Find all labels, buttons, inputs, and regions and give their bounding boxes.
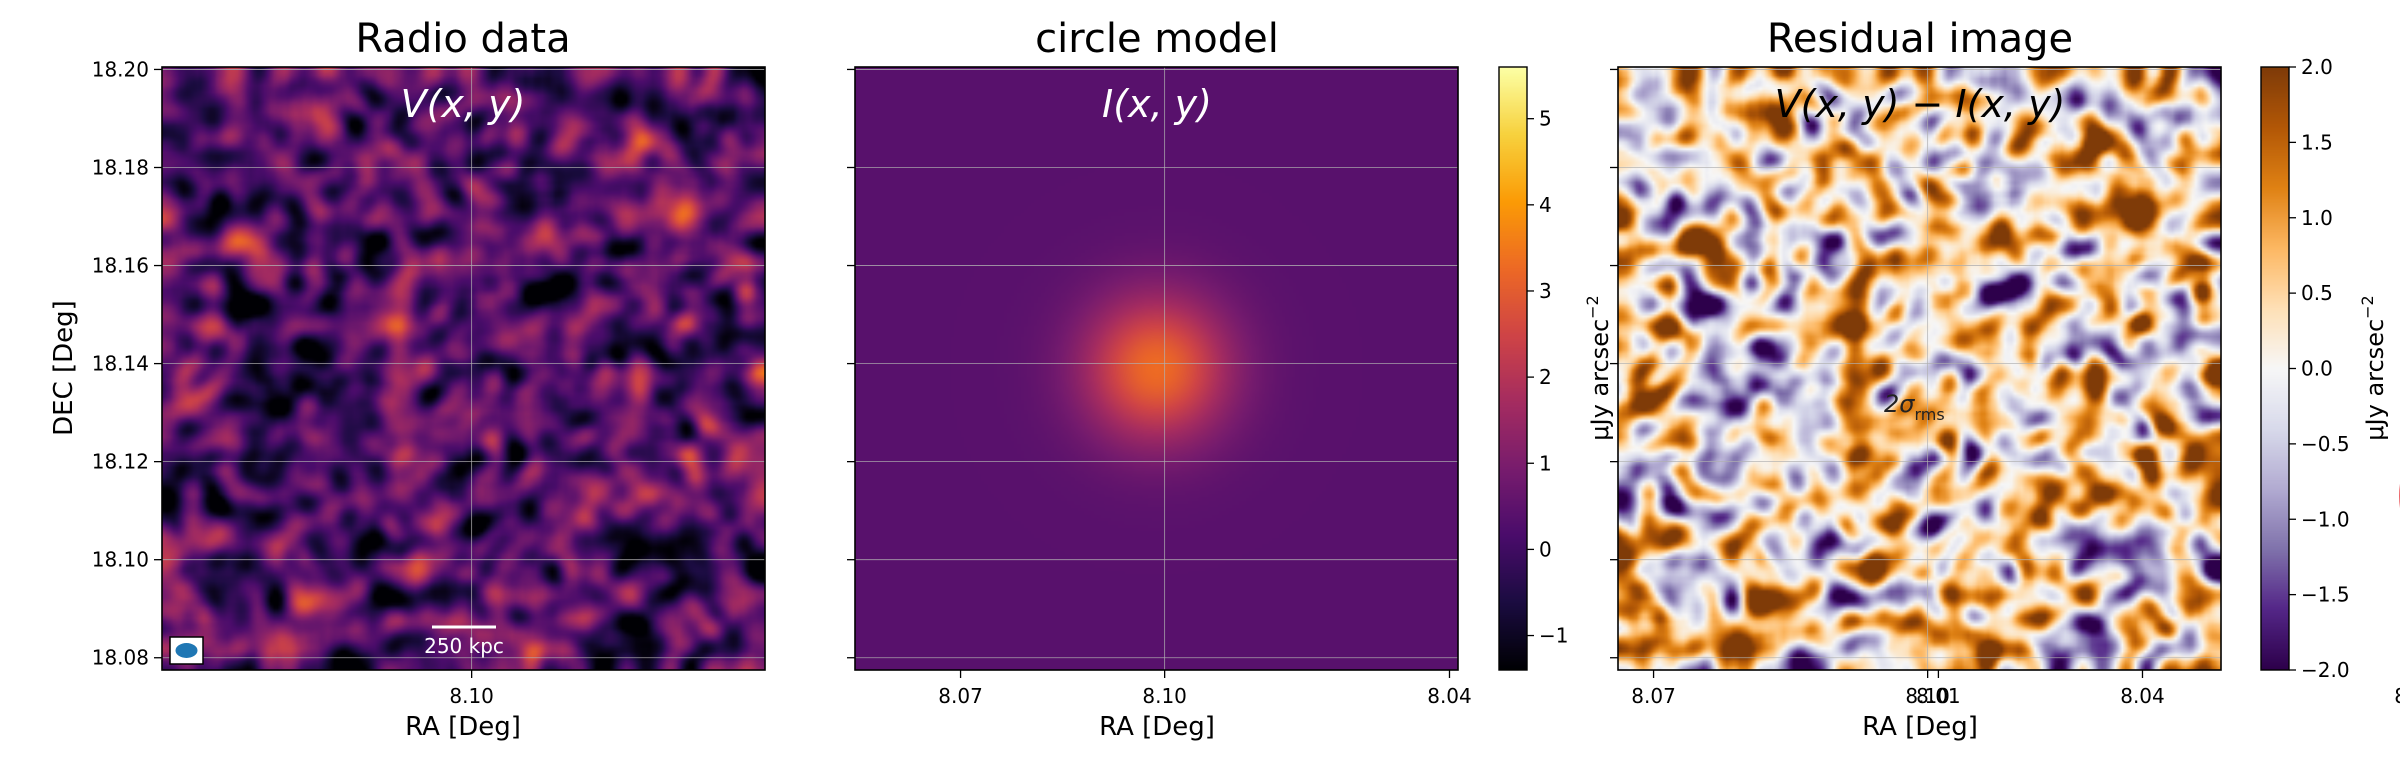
x-tick-label: 8.07 <box>2394 684 2400 708</box>
x-tick-label: 8.07 <box>938 684 983 708</box>
colorbar-tick-label: −1 <box>1539 624 1568 648</box>
y-tick-label: 18.20 <box>92 57 149 81</box>
x-axis-label-model: RA [Deg] <box>1099 712 1215 742</box>
panel-title-residual-image: Residual image <box>1767 16 2073 62</box>
y-tick-label: 18.08 <box>92 646 149 670</box>
colorbar-tick-label: 0.0 <box>2301 357 2333 381</box>
sigma-contour-label: 2σrms <box>1884 390 1945 424</box>
colorbar-tick-label: 0.5 <box>2301 281 2333 305</box>
y-tick-label: 18.12 <box>92 450 149 474</box>
radio-data-heatmap <box>162 67 765 670</box>
colorbar-tick-label: 3 <box>1539 279 1552 303</box>
residual-image-panel: V(x, y) − I(x, y) 2σrms 8.10 8.07 8.04 8.01… <box>1610 55 2400 742</box>
panel-label-i: I(x, y) <box>1102 82 1212 126</box>
axis-ticks: 8.10 8.07 8.04 8.01 <box>1610 68 2400 708</box>
plot-frame <box>854 66 1459 671</box>
axis-ticks: 8.10 8.07 8.04 8.0118.2018.1818.1618.1418.1… <box>92 57 1961 708</box>
x-tick-label: 8.01 <box>1916 684 1961 708</box>
grid-lines <box>1618 67 2221 670</box>
colorbar-puor <box>2261 67 2289 670</box>
colorbar-label-residual: μJy arcsec−2 <box>2358 295 2389 440</box>
colorbar-tick-label: 1.0 <box>2301 206 2333 230</box>
x-tick-label: 8.10 <box>1905 684 1950 708</box>
colorbar-ticks: 2.0 1.5 1.0 0.5 0.0 −0.5 −1.0 −1.5 −2.0 <box>2289 55 2350 682</box>
residual-heatmap <box>1618 67 2221 670</box>
plot-frame <box>1617 66 2222 671</box>
x-tick-label: 8.10 <box>1142 684 1187 708</box>
colorbar-frame <box>1498 66 1528 671</box>
x-tick-label: 8.04 <box>2120 684 2165 708</box>
panel-title-circle-model: circle model <box>1035 16 1279 62</box>
colorbar-inferno <box>1499 67 1527 670</box>
colorbar-ticks: −1 0 1 2 3 4 5 <box>1527 107 1568 648</box>
panel-title-radio-data: Radio data <box>355 16 570 62</box>
beam-ellipse <box>175 643 198 658</box>
panel-label-v: V(x, y) <box>401 82 526 126</box>
colorbar-tick-label: −1.5 <box>2301 583 2350 607</box>
colorbar-tick-label: 0 <box>1539 537 1552 561</box>
colorbar-tick-label: 2 <box>1539 365 1552 389</box>
y-tick-label: 18.18 <box>92 156 149 180</box>
panel-label-residual: V(x, y) − I(x, y) <box>1775 82 2066 126</box>
colorbar-tick-label: 4 <box>1539 193 1552 217</box>
y-tick-label: 18.10 <box>92 548 149 572</box>
x-tick-label: 8.10 <box>449 684 494 708</box>
x-axis-label-radio: RA [Deg] <box>405 712 521 742</box>
colorbar-tick-label: 1.5 <box>2301 130 2333 154</box>
x-tick-label: 8.04 <box>1427 684 1472 708</box>
colorbar-tick-label: −1.0 <box>2301 507 2350 531</box>
colorbar-tick-label: −0.5 <box>2301 432 2350 456</box>
circle-model-heatmap <box>855 67 1458 670</box>
x-tick-label: 8.07 <box>1631 684 1676 708</box>
colorbar-tick-label: −2.0 <box>2301 658 2350 682</box>
y-axis-label-radio: DEC [Deg] <box>49 300 79 436</box>
scalebar-label: 250 kpc <box>424 634 504 658</box>
plot-frame <box>161 66 766 671</box>
y-tick-label: 18.16 <box>92 254 149 278</box>
colorbar-tick-label: 2.0 <box>2301 55 2333 79</box>
y-tick-label: 18.14 <box>92 352 149 376</box>
colorbar-label-model: μJy arcsec−2 <box>1583 295 1614 440</box>
axis-ticks: 8.10 8.07 8.04 8.01 <box>847 68 2165 708</box>
circle-model-panel: I(x, y) 8.10 8.07 8.04 8.01 RA [Deg] −1 0 1 2 3… <box>847 66 2165 742</box>
colorbar-tick-label: 5 <box>1539 107 1552 131</box>
x-axis-label-residual: RA [Deg] <box>1862 712 1978 742</box>
colorbar-tick-label: 1 <box>1539 451 1552 475</box>
